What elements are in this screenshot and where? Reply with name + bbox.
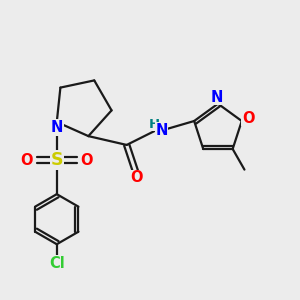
- Text: N: N: [51, 120, 63, 135]
- Text: O: O: [20, 153, 33, 168]
- Text: N: N: [210, 90, 223, 105]
- Text: O: O: [131, 170, 143, 185]
- Text: H: H: [149, 118, 160, 131]
- Text: Cl: Cl: [49, 256, 65, 271]
- Text: O: O: [81, 153, 93, 168]
- Text: S: S: [50, 151, 63, 169]
- Text: N: N: [155, 123, 168, 138]
- Text: O: O: [242, 111, 254, 126]
